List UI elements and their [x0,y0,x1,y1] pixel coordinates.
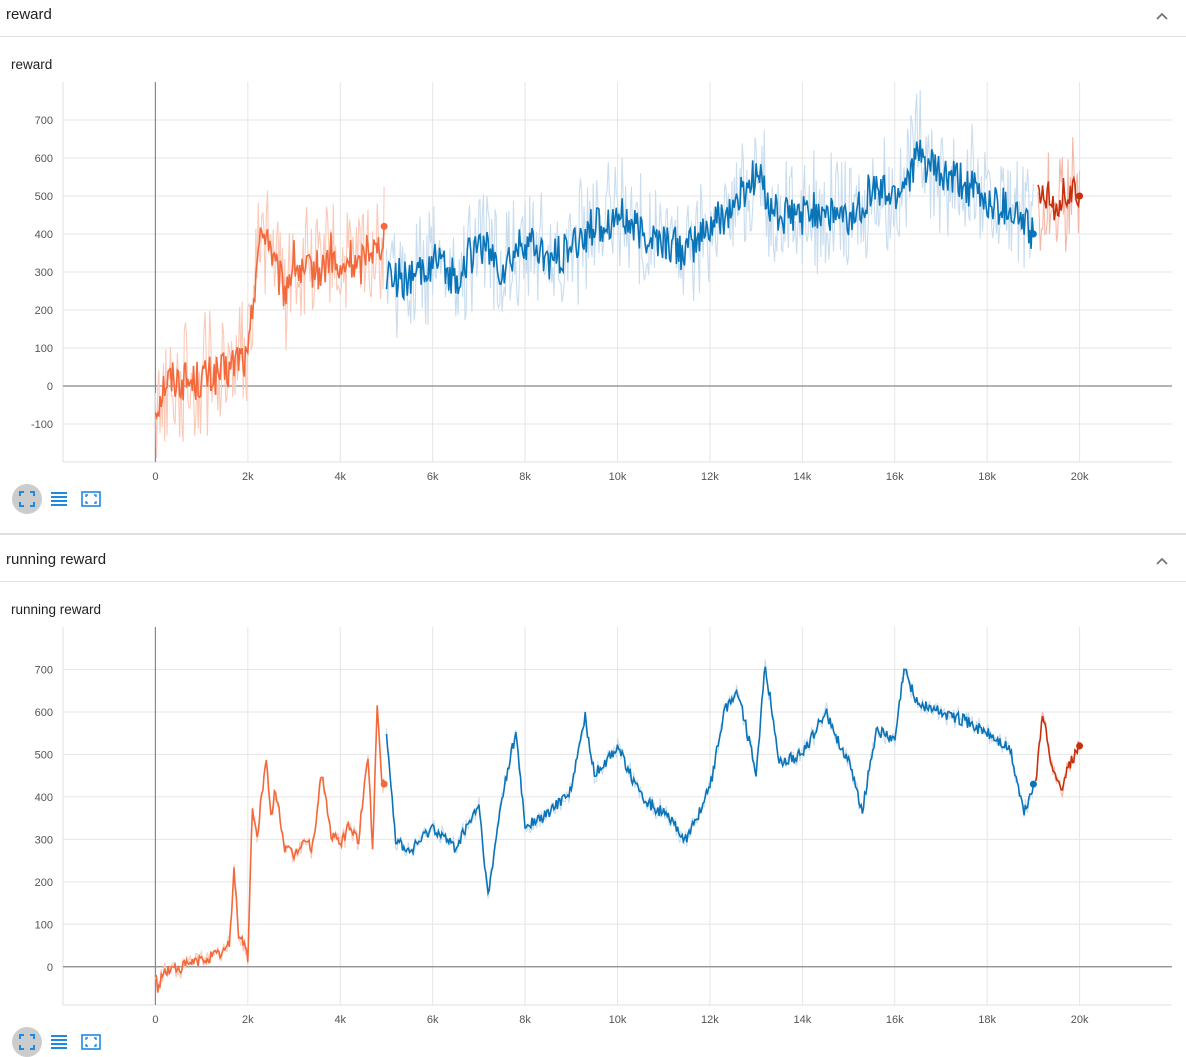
running-reward-chart[interactable]: 0 2k 4k 6k 8k 10k 12k 14k 16k 18k 20k 0 100 200 300 400… [0,620,1186,1030]
list-icon[interactable] [44,484,74,514]
grid [63,82,1172,462]
series-group [154,659,1081,993]
x-tick-label: 4k [334,471,346,483]
fit-domain-icon[interactable] [76,1027,106,1057]
y-tick-label: 300 [35,834,53,846]
series-group [154,90,1081,458]
fit-domain-icon[interactable] [76,484,106,514]
y-tick-label: 200 [35,305,53,317]
x-tick-label: 20k [1071,1014,1089,1026]
grid [63,627,1172,1005]
smoothed-series-line [154,226,385,421]
smoothed-series-line [385,139,1035,302]
series-endpoint [380,780,388,788]
x-tick-label: 20k [1071,471,1089,483]
x-tick-label: 16k [886,1014,904,1026]
reward-chart[interactable]: 0 2k 4k 6k 8k 10k 12k 14k 16k 18k 20k -100 0 100 200 30… [0,75,1186,483]
y-tick-label: 100 [35,919,53,931]
y-tick-label: 700 [35,115,53,127]
chart-title: reward [11,57,53,72]
x-tick-label: 10k [609,1014,627,1026]
chevron-up-icon[interactable] [1152,551,1172,571]
x-tick-label: 4k [334,1014,346,1026]
series-endpoint [1076,192,1084,200]
raw-series-line [154,186,385,458]
series-endpoint [1076,742,1084,750]
x-tick-label: 14k [793,471,811,483]
x-tick-label: 18k [978,1014,996,1026]
x-tick-label: 0 [152,471,158,483]
x-tick-label: 14k [793,1014,811,1026]
fullscreen-icon[interactable] [12,1027,42,1057]
x-tick-label: 18k [978,471,996,483]
chart-title: running reward [11,602,102,617]
y-tick-label: 0 [47,381,53,393]
running-reward-section-header: running reward [0,545,1186,582]
x-tick-label: 0 [152,1014,158,1026]
y-tick-label: 500 [35,191,53,203]
x-tick-label: 12k [701,1014,719,1026]
x-tick-label: 8k [519,1014,531,1026]
section-title: running reward [6,551,107,568]
chevron-up-icon[interactable] [1152,6,1172,26]
section-divider [0,533,1186,535]
smoothed-series-line [385,666,1035,897]
x-tick-label: 6k [427,1014,439,1026]
series-endpoint [1029,230,1037,238]
x-tick-label: 12k [701,471,719,483]
smoothed-series-line [154,705,385,993]
y-tick-label: 200 [35,877,53,889]
series-endpoint [1029,780,1037,788]
smoothed-series-line [1037,175,1081,221]
reward-section-header: reward [0,0,1186,37]
x-tick-label: 8k [519,471,531,483]
y-tick-label: 600 [35,153,53,165]
raw-series-line [154,708,385,993]
x-tick-label: 10k [609,471,627,483]
raw-series-line [385,90,1034,339]
y-tick-label: 100 [35,343,53,355]
series-endpoint [380,222,388,230]
y-tick-label: -100 [31,419,53,431]
y-tick-label: 400 [35,792,53,804]
smoothed-series-line [1034,716,1081,792]
section-title: reward [6,6,52,23]
y-tick-label: 300 [35,267,53,279]
x-tick-label: 6k [427,471,439,483]
list-icon[interactable] [44,1027,74,1057]
y-tick-label: 500 [35,749,53,761]
y-tick-label: 700 [35,664,53,676]
x-tick-label: 2k [242,471,254,483]
raw-series-line [1037,137,1081,252]
y-tick-label: 400 [35,229,53,241]
fullscreen-icon[interactable] [12,484,42,514]
y-tick-label: 600 [35,707,53,719]
y-tick-label: 0 [47,962,53,974]
x-tick-label: 16k [886,471,904,483]
x-tick-label: 2k [242,1014,254,1026]
